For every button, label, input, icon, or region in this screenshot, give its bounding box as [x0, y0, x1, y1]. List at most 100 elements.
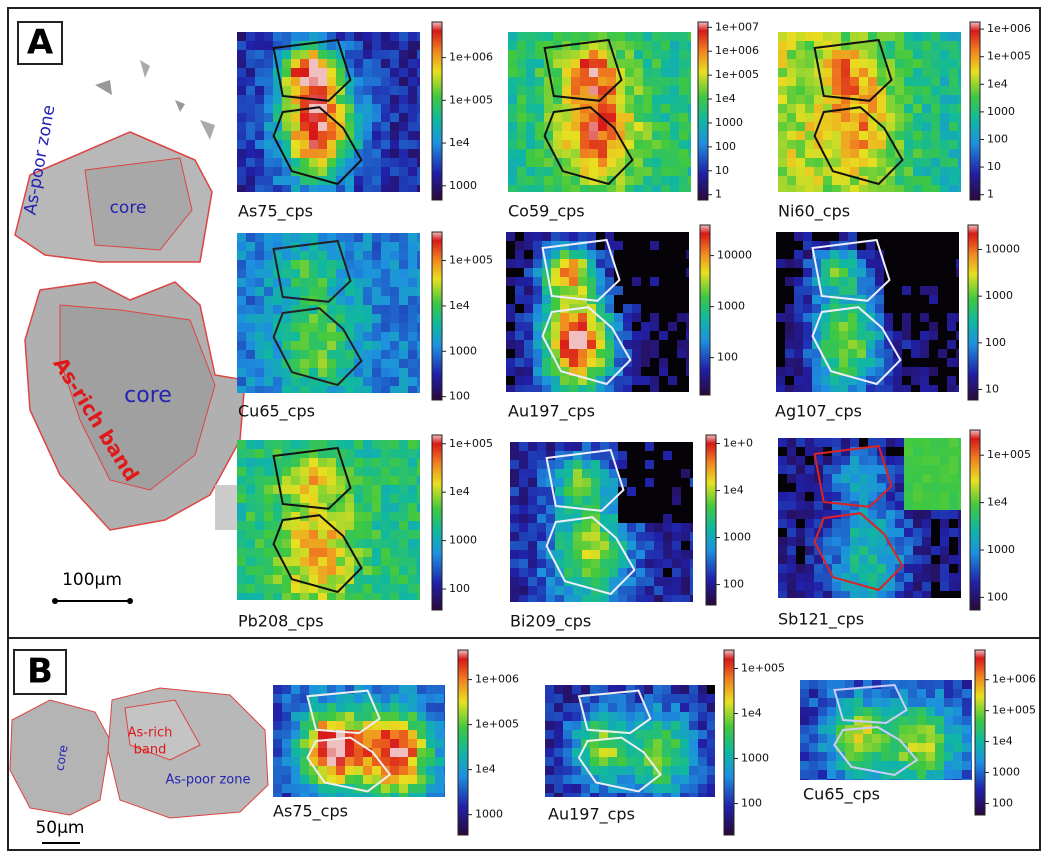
map-pixel: [237, 50, 246, 59]
map-pixel: [600, 460, 609, 469]
map-pixel: [947, 349, 956, 358]
map-pixel: [517, 59, 526, 68]
map-pixel: [598, 86, 607, 95]
map-pixel: [508, 122, 517, 131]
map-pixel: [309, 694, 318, 703]
sample-label: core: [110, 198, 147, 218]
map-pixel: [590, 757, 599, 766]
map-pixel: [848, 313, 857, 322]
map-pixel: [776, 367, 785, 376]
map-pixel: [237, 233, 246, 242]
map-pixel: [255, 296, 264, 305]
map-pixel: [390, 242, 399, 251]
map-pixel: [291, 757, 300, 766]
map-pixel: [560, 385, 569, 392]
map-pixel: [886, 68, 895, 77]
map-pixel: [635, 685, 644, 694]
scale-bar-label: 50µm: [35, 818, 84, 838]
map-pixel: [866, 322, 875, 331]
map-pixel: [590, 784, 599, 793]
map-pixel: [237, 77, 246, 86]
map-pixel: [671, 694, 680, 703]
map-pixel: [381, 694, 390, 703]
map-pixel: [929, 277, 938, 286]
colorbar-label: 1e4: [723, 484, 744, 497]
map-pixel: [300, 86, 309, 95]
map-pixel: [634, 113, 643, 122]
map-pixel: [823, 86, 832, 95]
map-pixel: [859, 573, 868, 582]
map-pixel: [390, 185, 399, 192]
map-pixel: [524, 286, 533, 295]
map-pixel: [659, 304, 668, 313]
map-pixel: [517, 149, 526, 158]
map-pixel: [291, 278, 300, 287]
map-pixel: [845, 689, 854, 698]
map-pixel: [363, 68, 372, 77]
map-pixel: [893, 295, 902, 304]
map-pixel: [654, 451, 663, 460]
map-pixel: [859, 492, 868, 501]
map-pixel: [839, 241, 848, 250]
map-pixel: [327, 703, 336, 712]
map-pixel: [327, 32, 336, 41]
map-pixel: [617, 730, 626, 739]
map-pixel: [273, 512, 282, 521]
map-pixel: [327, 50, 336, 59]
map-pixel: [690, 442, 693, 451]
map-pixel: [958, 519, 961, 528]
map-pixel: [778, 149, 787, 158]
map-pixel: [688, 59, 691, 68]
map-pixel: [859, 158, 868, 167]
map-pixel: [953, 734, 962, 743]
map-pixel: [917, 707, 926, 716]
map-pixel: [663, 478, 672, 487]
map-pixel: [893, 340, 902, 349]
map-pixel: [515, 277, 524, 286]
map-pixel: [785, 277, 794, 286]
map-pixel: [327, 59, 336, 68]
map-pixel: [690, 505, 693, 514]
map-pixel: [913, 483, 922, 492]
map-pixel: [632, 349, 641, 358]
map-pixel: [805, 122, 814, 131]
map-pixel: [922, 50, 931, 59]
map-pixel: [372, 712, 381, 721]
element-map: [237, 32, 420, 192]
map-pixel: [940, 32, 949, 41]
map-pixel: [515, 367, 524, 376]
map-pixel: [609, 478, 618, 487]
map-pixel: [546, 586, 555, 595]
map-pixel: [609, 559, 618, 568]
map-pixel: [372, 530, 381, 539]
map-pixel: [417, 242, 420, 251]
map-pixel: [938, 232, 947, 241]
map-pixel: [872, 752, 881, 761]
map-pixel: [609, 469, 618, 478]
map-pixel: [562, 158, 571, 167]
map-pixel: [671, 730, 680, 739]
map-pixel: [300, 458, 309, 467]
map-pixel: [818, 716, 827, 725]
map-pixel: [848, 241, 857, 250]
map-pixel: [264, 104, 273, 113]
map-pixel: [634, 50, 643, 59]
map-pixel: [417, 278, 420, 287]
map-pixel: [663, 523, 672, 532]
map-pixel: [902, 385, 911, 392]
map-pixel: [508, 113, 517, 122]
map-pixel: [863, 698, 872, 707]
map-pixel: [546, 541, 555, 550]
map-pixel: [560, 340, 569, 349]
map-pixel: [787, 465, 796, 474]
map-pixel: [363, 712, 372, 721]
map-pixel: [796, 176, 805, 185]
map-pixel: [408, 278, 417, 287]
map-pixel: [626, 730, 635, 739]
map-pixel: [264, 548, 273, 557]
map-pixel: [681, 541, 690, 550]
colorbar-label: 1e+006: [475, 673, 519, 686]
map-pixel: [264, 269, 273, 278]
map-pixel: [372, 59, 381, 68]
